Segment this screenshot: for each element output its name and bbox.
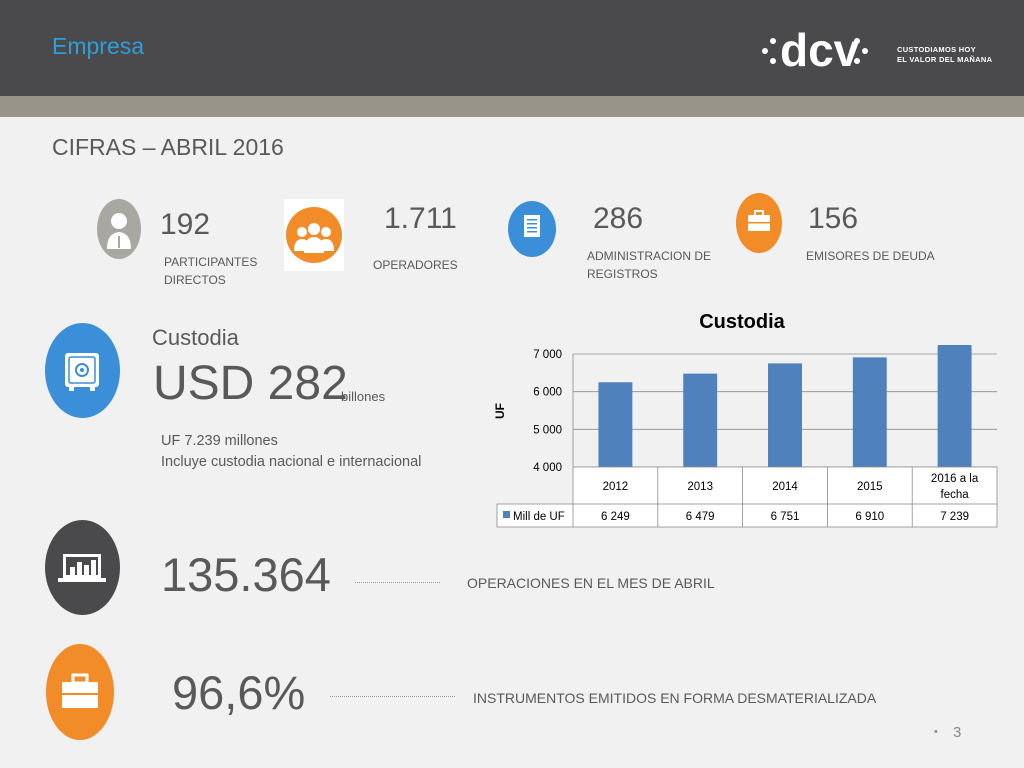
footer-bullet: •	[934, 726, 938, 738]
safe-icon	[45, 323, 120, 418]
logo: dcv	[760, 24, 1000, 76]
chart-data-label: 6 479	[686, 511, 715, 523]
stat-operators-label: OPERADORES	[373, 258, 458, 272]
custodia-note-uf: UF 7.239 millones	[161, 433, 278, 449]
custodia-unit: billones	[341, 389, 386, 404]
chart-data-label: 6 249	[601, 511, 630, 523]
chart-bar	[598, 382, 633, 467]
stat-issuers-value: 156	[808, 202, 859, 235]
custodia-notes: UF 7.239 millones Incluye custodia nacio…	[161, 431, 421, 473]
header-bar	[0, 0, 1024, 96]
custodia-chart-svg: Custodia UF 4 000 5 000 6 000 7 000 2012 2013 20…	[493, 311, 998, 528]
chart-y-tick-label: 7 000	[533, 349, 562, 361]
logo-dots-right-icon	[852, 28, 876, 74]
chart-legend-swatch	[503, 511, 510, 518]
document-icon	[508, 201, 556, 257]
custodia-note-scope: Incluye custodia nacional e internaciona…	[161, 454, 422, 470]
header-stripe	[0, 96, 1024, 117]
person-icon	[97, 199, 141, 259]
chart-title: Custodia	[699, 311, 785, 333]
chart-bar	[683, 373, 718, 467]
group-icon	[284, 199, 344, 271]
chart-y-tick-label: 5 000	[533, 424, 562, 436]
custodia-title: Custodia	[152, 325, 239, 350]
stat-operators-value: 1.711	[384, 202, 457, 235]
chart-data-label: 6 751	[771, 511, 800, 523]
custodia-chart: Custodia UF 4 000 5 000 6 000 7 000 2012 2013 20…	[490, 300, 1000, 532]
instruments-caption: INSTRUMENTOS EMITIDOS EN FORMA DESMATERI…	[473, 690, 877, 706]
chart-table-value-row	[496, 503, 998, 528]
chart-x-tick-label: 2015	[857, 481, 883, 493]
section-title: Empresa	[52, 33, 145, 59]
stat-participants-label: PARTICIPANTES DIRECTOS	[164, 255, 258, 287]
stat-registries-label: ADMINISTRACION DE REGISTROS	[587, 249, 712, 281]
logo-tagline-1: CUSTODIAMOS HOY	[897, 45, 976, 54]
chart-y-axis-label: UF	[493, 403, 507, 419]
chart-x-tick-label: 2014	[772, 481, 798, 493]
chart-bar	[852, 357, 887, 467]
chart-bar	[937, 344, 972, 467]
stat-issuers-label: EMISORES DE DEUDA	[806, 249, 935, 263]
stat-participants-value: 192	[160, 208, 211, 241]
page-subtitle: CIFRAS – ABRIL 2016	[52, 134, 284, 160]
chart-x-tick-label: 2013	[687, 481, 713, 493]
chart-x-tick-label: 2012	[603, 481, 629, 493]
operations-leader	[355, 582, 440, 583]
logo-word: dcv	[780, 24, 860, 76]
instruments-value: 96,6%	[172, 666, 306, 719]
chart-x-tick-label: fecha	[941, 489, 970, 501]
briefcase-icon	[46, 644, 114, 740]
chart-data-label: 7 239	[940, 511, 969, 523]
operations-value: 135.364	[161, 548, 331, 601]
laptop-chart-icon	[45, 520, 120, 615]
custodia-amount: USD 282	[153, 357, 348, 410]
chart-legend-label: Mill de UF	[513, 511, 565, 523]
stat-registries-value: 286	[593, 202, 644, 235]
chart-x-tick-label: 2016 a la	[931, 473, 979, 485]
chart-bar	[768, 363, 802, 467]
chart-data-label: 6 910	[855, 511, 884, 523]
operations-caption: OPERACIONES EN EL MES DE ABRIL	[467, 575, 715, 591]
briefcase-icon	[736, 193, 782, 253]
chart-y-tick-label: 6 000	[533, 387, 562, 399]
chart-table-category-row	[572, 466, 998, 506]
page-number: 3	[953, 724, 962, 741]
logo-dots-icon	[760, 28, 788, 74]
logo-tagline-2: EL VALOR DEL MAÑANA	[897, 55, 993, 64]
chart-y-tick-label: 4 000	[533, 462, 562, 474]
instruments-leader	[330, 696, 455, 697]
